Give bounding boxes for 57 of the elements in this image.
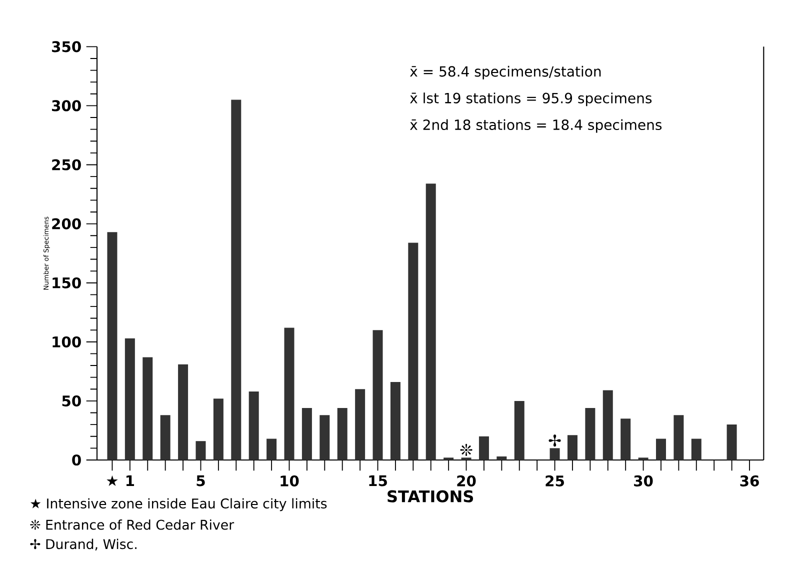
bar — [656, 438, 666, 460]
x-tick-label: 30 — [634, 475, 653, 486]
bar — [337, 408, 348, 460]
y-tick-label: 150 — [52, 277, 81, 288]
bar — [514, 400, 524, 460]
annotation: ❊ — [460, 444, 472, 456]
annotation: ✢ — [548, 434, 561, 447]
bar — [213, 398, 224, 460]
bar — [550, 448, 560, 460]
bar — [602, 390, 613, 460]
bar — [408, 242, 418, 460]
text: ❊ Entrance of Red Cedar River — [30, 519, 234, 530]
bar — [196, 441, 206, 460]
x-axis-title: STATIONS — [388, 490, 474, 502]
text: ✢ Durand, Wisc. — [30, 538, 136, 550]
x-tick-label: 20 — [457, 475, 476, 486]
y-tick-label: 250 — [52, 159, 81, 170]
x-tick-label: 15 — [369, 475, 387, 486]
bar — [231, 100, 242, 460]
annotation: x̄ lst 19 stations = 95.9 specimens — [410, 92, 652, 106]
bar — [178, 364, 188, 460]
bar — [691, 438, 702, 460]
y-tick-label: 50 — [62, 395, 81, 406]
annotation: x̄ 2nd 18 stations = 18.4 specimens — [410, 119, 662, 133]
bar — [284, 328, 294, 460]
annotation: x̄ = 58.4 specimens/station — [410, 66, 601, 80]
text: ★ Intensive zone inside Eau Claire city limits — [30, 498, 327, 512]
bar — [585, 408, 596, 460]
bar — [496, 456, 507, 460]
bar — [390, 382, 400, 460]
bar — [726, 424, 737, 460]
bar — [266, 438, 277, 460]
bar — [302, 408, 312, 460]
y-tick-label: 0 — [72, 454, 81, 466]
x-tick-label: 1 — [126, 475, 134, 486]
x-tick-label: ★ — [106, 475, 118, 486]
bar — [674, 415, 684, 460]
bar — [248, 391, 259, 460]
x-tick-label: 25 — [546, 475, 564, 486]
bar — [567, 435, 578, 460]
bar — [142, 357, 153, 460]
y-tick-label: 300 — [52, 100, 81, 112]
y-tick-label: 200 — [52, 218, 81, 230]
x-tick-label: 5 — [196, 475, 205, 486]
bar — [478, 436, 489, 460]
bar — [107, 232, 118, 460]
y-tick-label: 350 — [52, 41, 81, 52]
bar — [124, 338, 135, 460]
x-tick-label: 36 — [740, 475, 759, 486]
bar — [355, 389, 366, 460]
bar — [620, 418, 631, 460]
bar — [372, 330, 383, 460]
bar — [320, 415, 330, 460]
y-tick-label: 100 — [52, 336, 81, 348]
bar — [426, 184, 436, 460]
x-tick-label: 10 — [280, 475, 299, 486]
bar — [160, 415, 170, 460]
